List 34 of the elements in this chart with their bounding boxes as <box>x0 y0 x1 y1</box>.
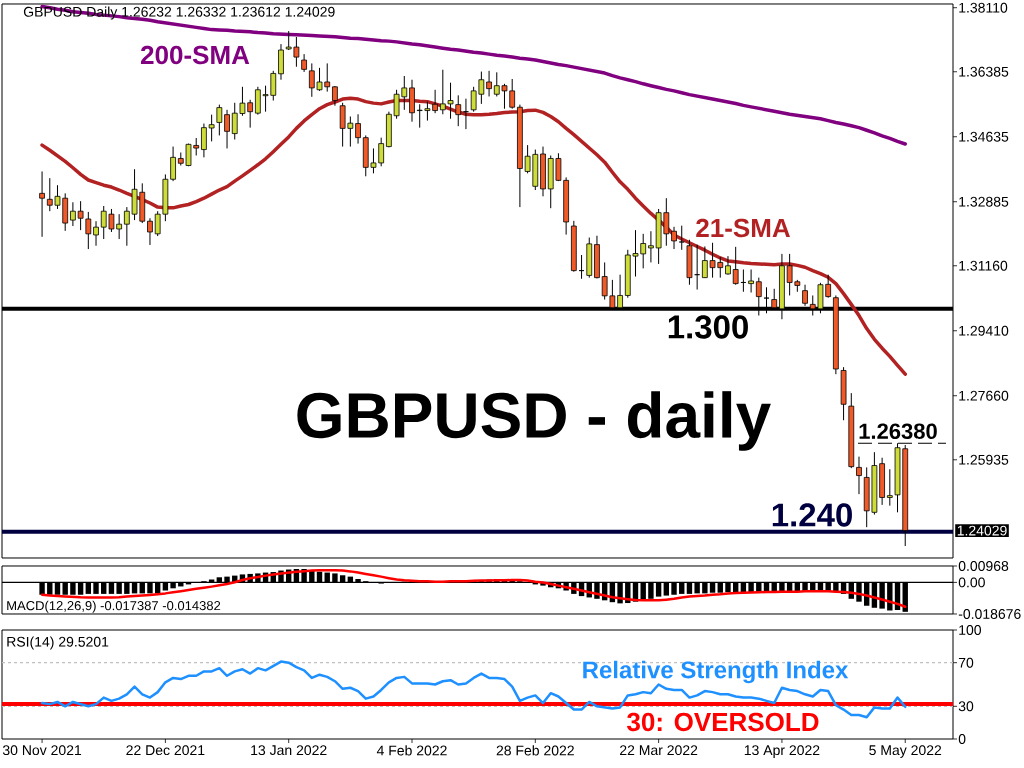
y-tick-label: 30 <box>958 701 974 712</box>
y-tick-label: 100 <box>959 625 982 635</box>
y-tick-label: 1.31160 <box>959 260 1008 271</box>
x-tick-label: 30 Nov 2021 <box>2 745 82 756</box>
ref-line-label: 1.300 <box>668 315 748 339</box>
x-tick-label: 22 Mar 2022 <box>620 745 698 756</box>
x-tick-label: 28 Feb 2022 <box>496 745 574 756</box>
y-tick-label: -0.018676 <box>958 609 1021 619</box>
chart-title: RSI(14) 29.5201 <box>7 636 109 650</box>
y-tick-label: 1.34635 <box>959 131 1009 142</box>
x-tick-label: 13 Apr 2022 <box>744 745 820 758</box>
y-tick-label: 1.29410 <box>959 325 1009 336</box>
y-tick-label: 0.00968 <box>958 561 1009 571</box>
ref-line-label: 30: OVERSOLD <box>627 712 819 732</box>
y-tick-label: 1.27660 <box>959 390 1009 401</box>
annotation: 1.26380 <box>859 423 937 440</box>
series-label: 200-SMA <box>141 45 250 65</box>
y-tick-label: 0.00 <box>958 577 985 588</box>
annotation: GBPUSD - daily <box>297 391 771 451</box>
x-tick-label: 4 Feb 2022 <box>376 745 447 756</box>
series-label: Relative Strength Index <box>583 660 849 684</box>
ref-line-label: 1.240 <box>772 503 852 527</box>
x-tick-label: 5 May 2022 <box>869 745 942 758</box>
series-label: 21-SMA <box>696 218 790 238</box>
y-tick-label: 1.32885 <box>959 196 1009 207</box>
text: MACD(12,26,9) -0.017387 -0.014382 <box>7 600 221 613</box>
y-tick-label: 0 <box>958 734 966 744</box>
text: 1.24029 <box>957 525 1007 536</box>
y-tick-label: 1.38110 <box>959 2 1008 13</box>
y-tick-label: 70 <box>958 657 974 668</box>
y-tick-label: 1.36385 <box>959 66 1009 77</box>
x-tick-label: 22 Dec 2021 <box>126 745 205 756</box>
y-tick-label: 1.25935 <box>959 454 1009 465</box>
x-tick-label: 13 Jan 2022 <box>251 745 327 756</box>
